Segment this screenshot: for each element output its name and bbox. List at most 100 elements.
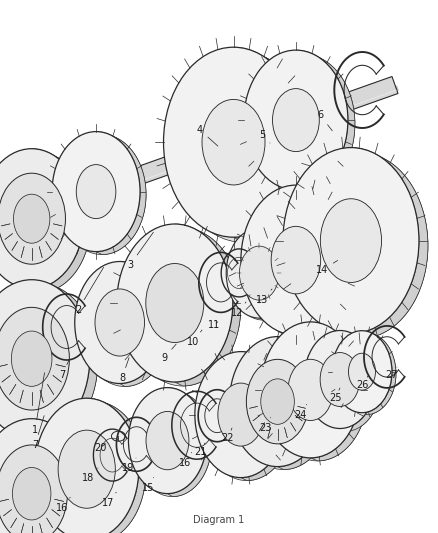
Ellipse shape [58, 135, 146, 255]
Text: 22: 22 [222, 428, 234, 443]
Polygon shape [296, 50, 355, 194]
Ellipse shape [218, 383, 264, 446]
Ellipse shape [134, 391, 212, 497]
Text: 17: 17 [102, 492, 117, 508]
Polygon shape [241, 352, 293, 481]
Ellipse shape [0, 280, 90, 438]
Ellipse shape [268, 325, 367, 461]
Ellipse shape [95, 289, 145, 356]
Text: 9: 9 [161, 344, 176, 363]
Ellipse shape [0, 152, 91, 293]
Ellipse shape [261, 379, 294, 424]
Ellipse shape [201, 354, 293, 481]
Polygon shape [30, 85, 399, 221]
Text: 8: 8 [119, 358, 129, 383]
Polygon shape [278, 337, 332, 470]
Ellipse shape [0, 149, 84, 289]
Text: 2: 2 [75, 268, 103, 315]
Ellipse shape [230, 230, 296, 320]
Text: 12: 12 [231, 302, 246, 318]
Polygon shape [167, 387, 212, 497]
Polygon shape [362, 330, 396, 415]
Text: 7: 7 [32, 416, 44, 450]
Ellipse shape [332, 330, 392, 413]
Text: 20: 20 [94, 443, 106, 453]
Ellipse shape [0, 308, 69, 410]
Text: 6: 6 [317, 110, 332, 131]
Polygon shape [259, 228, 296, 320]
Polygon shape [32, 149, 91, 293]
Polygon shape [32, 280, 98, 442]
Ellipse shape [125, 228, 241, 386]
Ellipse shape [42, 401, 146, 533]
Text: 16: 16 [179, 453, 191, 468]
Ellipse shape [12, 467, 51, 520]
Ellipse shape [76, 165, 116, 219]
Ellipse shape [11, 331, 52, 386]
Text: 11: 11 [208, 320, 220, 330]
Ellipse shape [246, 359, 309, 444]
Ellipse shape [195, 352, 287, 478]
Ellipse shape [261, 322, 360, 458]
Ellipse shape [236, 340, 332, 470]
Text: 5: 5 [259, 130, 270, 143]
Text: 24: 24 [294, 405, 307, 420]
Ellipse shape [163, 47, 304, 237]
Ellipse shape [271, 227, 321, 294]
Text: 21: 21 [194, 443, 206, 457]
Polygon shape [96, 132, 146, 255]
Ellipse shape [117, 224, 233, 382]
Text: 19: 19 [122, 458, 136, 473]
Polygon shape [351, 148, 428, 338]
Text: 23: 23 [259, 417, 271, 433]
Ellipse shape [75, 262, 165, 384]
Text: 7: 7 [59, 360, 69, 380]
Text: 1: 1 [32, 373, 45, 435]
Polygon shape [175, 224, 241, 386]
Ellipse shape [58, 430, 115, 508]
Ellipse shape [146, 411, 189, 470]
Ellipse shape [52, 132, 140, 252]
Text: 18: 18 [82, 468, 98, 483]
Text: 26: 26 [356, 376, 368, 390]
Ellipse shape [320, 199, 381, 282]
Text: 4: 4 [197, 125, 218, 146]
Polygon shape [296, 185, 358, 339]
Text: 27: 27 [386, 367, 398, 380]
Ellipse shape [241, 185, 351, 335]
Ellipse shape [0, 173, 65, 264]
Polygon shape [233, 47, 312, 242]
Ellipse shape [336, 333, 396, 415]
Polygon shape [25, 77, 398, 223]
Ellipse shape [226, 228, 292, 318]
Text: 25: 25 [329, 388, 341, 403]
Ellipse shape [240, 246, 279, 300]
Text: Diagram 1: Diagram 1 [193, 515, 245, 525]
Ellipse shape [128, 387, 206, 494]
Text: 10: 10 [187, 330, 202, 347]
Ellipse shape [349, 353, 375, 390]
Ellipse shape [292, 152, 428, 338]
Ellipse shape [244, 50, 348, 190]
Ellipse shape [0, 284, 98, 442]
Polygon shape [120, 262, 170, 386]
Ellipse shape [14, 194, 50, 243]
Ellipse shape [283, 148, 419, 334]
Ellipse shape [0, 419, 87, 533]
Ellipse shape [304, 330, 376, 429]
Ellipse shape [202, 100, 265, 185]
Ellipse shape [173, 52, 313, 242]
Text: 15: 15 [142, 478, 154, 493]
Text: 13: 13 [256, 289, 272, 305]
Polygon shape [340, 330, 381, 432]
Polygon shape [32, 419, 94, 533]
Ellipse shape [0, 423, 94, 533]
Ellipse shape [0, 445, 67, 533]
Ellipse shape [251, 54, 355, 194]
Ellipse shape [272, 88, 319, 151]
Ellipse shape [80, 264, 170, 386]
Polygon shape [311, 322, 367, 461]
Ellipse shape [248, 189, 358, 339]
Ellipse shape [288, 359, 333, 421]
Ellipse shape [230, 337, 325, 466]
